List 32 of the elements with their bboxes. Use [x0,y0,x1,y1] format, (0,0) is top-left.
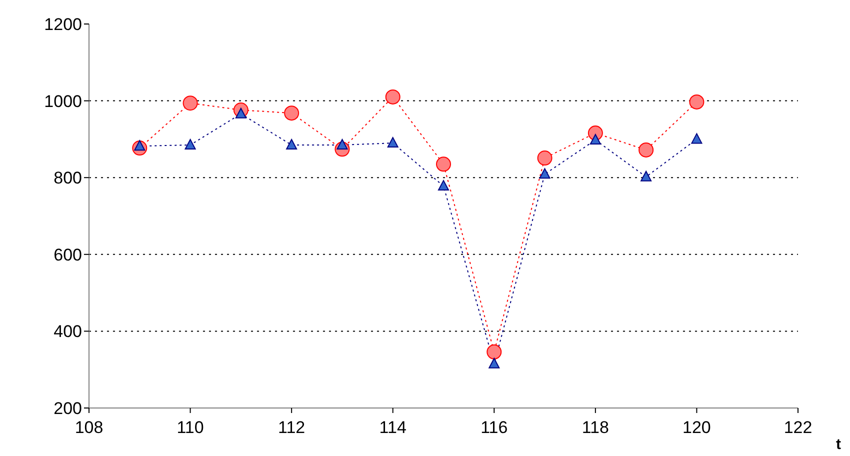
x-tick-label: 120 [682,418,711,438]
y-tick-label: 400 [54,322,82,342]
point [436,156,451,172]
point [182,96,198,111]
point [438,180,449,191]
y-tick-label: 200 [54,399,82,418]
x-tick-label: 114 [379,418,406,438]
point [638,142,654,158]
point [385,89,400,104]
point [486,344,502,360]
y-tick-label: 800 [54,168,82,188]
point [640,170,652,182]
point [537,150,552,166]
x-tick-label: 118 [582,418,609,438]
x-tick-label: 122 [784,418,812,438]
point [387,137,398,148]
x-tick-label: 112 [278,418,306,438]
point [184,138,196,150]
point [590,134,601,144]
point [488,358,500,368]
y-tick-label: 1000 [44,92,82,111]
x-tick-label: 116 [480,418,508,438]
x-tick-label: 108 [74,418,104,438]
y-tick-label: 600 [54,245,82,264]
point [284,106,300,121]
point [286,138,298,150]
point [689,94,704,110]
point [539,168,550,179]
point [691,133,702,144]
y-tick-label: 1200 [44,15,82,34]
x-tick-label: 110 [176,418,204,438]
x-axis-title: t [836,436,841,453]
